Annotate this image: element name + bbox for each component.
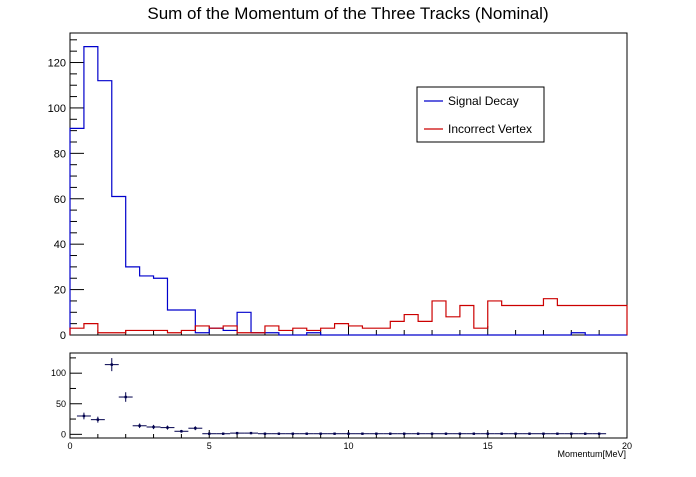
data-point	[146, 424, 161, 430]
data-point	[216, 432, 231, 435]
data-point	[592, 432, 607, 435]
data-point	[564, 432, 579, 435]
data-point	[132, 423, 147, 429]
data-point	[494, 432, 509, 435]
data-point	[439, 432, 453, 435]
data-point	[383, 432, 398, 435]
bottom-x-tick-label: 0	[67, 441, 72, 451]
bottom-y-tick-label: 50	[56, 399, 66, 409]
data-point	[536, 432, 551, 435]
data-point	[257, 432, 272, 435]
chart-title: Sum of the Momentum of the Three Tracks …	[147, 4, 548, 23]
data-point	[118, 392, 133, 402]
data-point	[466, 432, 481, 435]
data-point	[480, 432, 495, 435]
top-y-tick-label: 100	[48, 103, 66, 115]
data-point	[355, 432, 370, 435]
series-line-incorrect-vertex	[69, 298, 628, 335]
top-y-tick-label: 0	[60, 330, 66, 342]
legend-label-signal: Signal Decay	[448, 94, 519, 108]
data-point	[508, 432, 523, 435]
data-point	[299, 432, 314, 435]
data-point	[230, 431, 245, 435]
bottom-y-tick-label: 0	[61, 429, 66, 439]
top-y-tick-label: 60	[54, 194, 66, 206]
bottom-x-tick-label: 15	[483, 441, 493, 451]
data-point	[397, 432, 412, 435]
data-point	[174, 429, 189, 433]
series-line-signal-decay	[69, 46, 627, 336]
data-point	[76, 412, 91, 420]
bottom-x-tick-label: 20	[622, 441, 632, 451]
bottom-x-tick-label: 5	[207, 441, 212, 451]
bottom-x-tick-label: 10	[343, 441, 353, 451]
data-point	[90, 416, 105, 423]
data-point	[452, 432, 467, 435]
legend: Signal Decay Incorrect Vertex	[416, 86, 545, 143]
data-point	[188, 426, 203, 431]
top-y-tick-label: 80	[54, 148, 66, 160]
data-point	[550, 432, 565, 435]
data-point	[285, 432, 300, 435]
data-point	[522, 432, 537, 435]
top-y-tick-label: 120	[48, 58, 66, 70]
data-point	[244, 431, 258, 435]
top-plot-frame	[69, 32, 628, 336]
data-point	[327, 432, 342, 435]
data-point	[578, 432, 593, 435]
data-point	[341, 432, 356, 435]
data-point	[411, 432, 426, 435]
bottom-y-tick-label: 100	[51, 368, 66, 378]
data-point	[425, 432, 440, 435]
top-y-tick-label: 40	[54, 239, 66, 251]
data-point	[271, 432, 286, 435]
top-y-tick-label: 20	[54, 285, 66, 297]
legend-label-incorrect: Incorrect Vertex	[448, 122, 532, 136]
x-axis-label: Momentum[MeV]	[557, 449, 626, 459]
data-point	[160, 425, 175, 430]
legend-box	[416, 86, 545, 143]
data-point	[313, 432, 328, 435]
data-point	[104, 358, 119, 372]
data-point	[202, 432, 217, 435]
data-point	[369, 432, 384, 435]
